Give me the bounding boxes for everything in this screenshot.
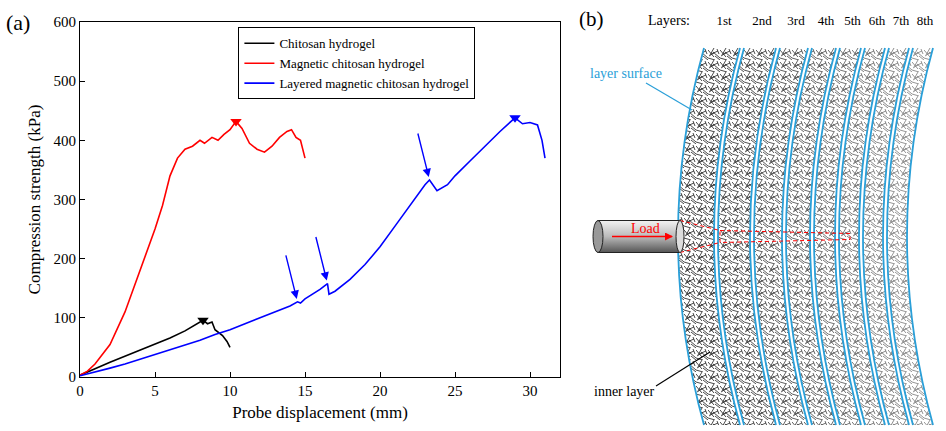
svg-text:(a): (a) — [6, 10, 30, 35]
svg-text:7th: 7th — [893, 13, 910, 28]
svg-text:Magnetic chitosan hydrogel: Magnetic chitosan hydrogel — [279, 56, 425, 71]
svg-text:4th: 4th — [818, 13, 835, 28]
svg-text:2nd: 2nd — [752, 13, 772, 28]
svg-text:Chitosan hydrogel: Chitosan hydrogel — [279, 36, 375, 51]
svg-text:0: 0 — [69, 369, 77, 385]
svg-text:600: 600 — [54, 14, 77, 30]
svg-text:1st: 1st — [716, 13, 732, 28]
svg-text:8th: 8th — [917, 13, 934, 28]
svg-text:Layers:: Layers: — [648, 13, 690, 28]
svg-text:Layered magnetic chitosan hydr: Layered magnetic chitosan hydrogel — [279, 76, 469, 91]
svg-text:Load: Load — [631, 221, 660, 236]
svg-text:6th: 6th — [869, 13, 886, 28]
svg-text:500: 500 — [54, 73, 77, 89]
svg-text:100: 100 — [54, 310, 77, 326]
svg-text:layer surface: layer surface — [590, 66, 662, 81]
svg-text:15: 15 — [298, 383, 313, 399]
svg-text:0: 0 — [76, 383, 84, 399]
svg-text:5th: 5th — [844, 13, 861, 28]
svg-text:Compression strength (kPa): Compression strength (kPa) — [25, 105, 44, 295]
svg-text:inner layer: inner layer — [594, 384, 655, 399]
svg-text:10: 10 — [223, 383, 238, 399]
svg-text:(b): (b) — [579, 7, 604, 31]
svg-text:25: 25 — [448, 383, 463, 399]
svg-text:20: 20 — [373, 383, 388, 399]
svg-text:200: 200 — [54, 251, 77, 267]
svg-text:400: 400 — [54, 133, 77, 149]
svg-text:30: 30 — [523, 383, 538, 399]
svg-text:300: 300 — [54, 192, 77, 208]
svg-text:3rd: 3rd — [787, 13, 805, 28]
svg-text:5: 5 — [151, 383, 159, 399]
svg-text:Probe displacement (mm): Probe displacement (mm) — [232, 403, 408, 422]
